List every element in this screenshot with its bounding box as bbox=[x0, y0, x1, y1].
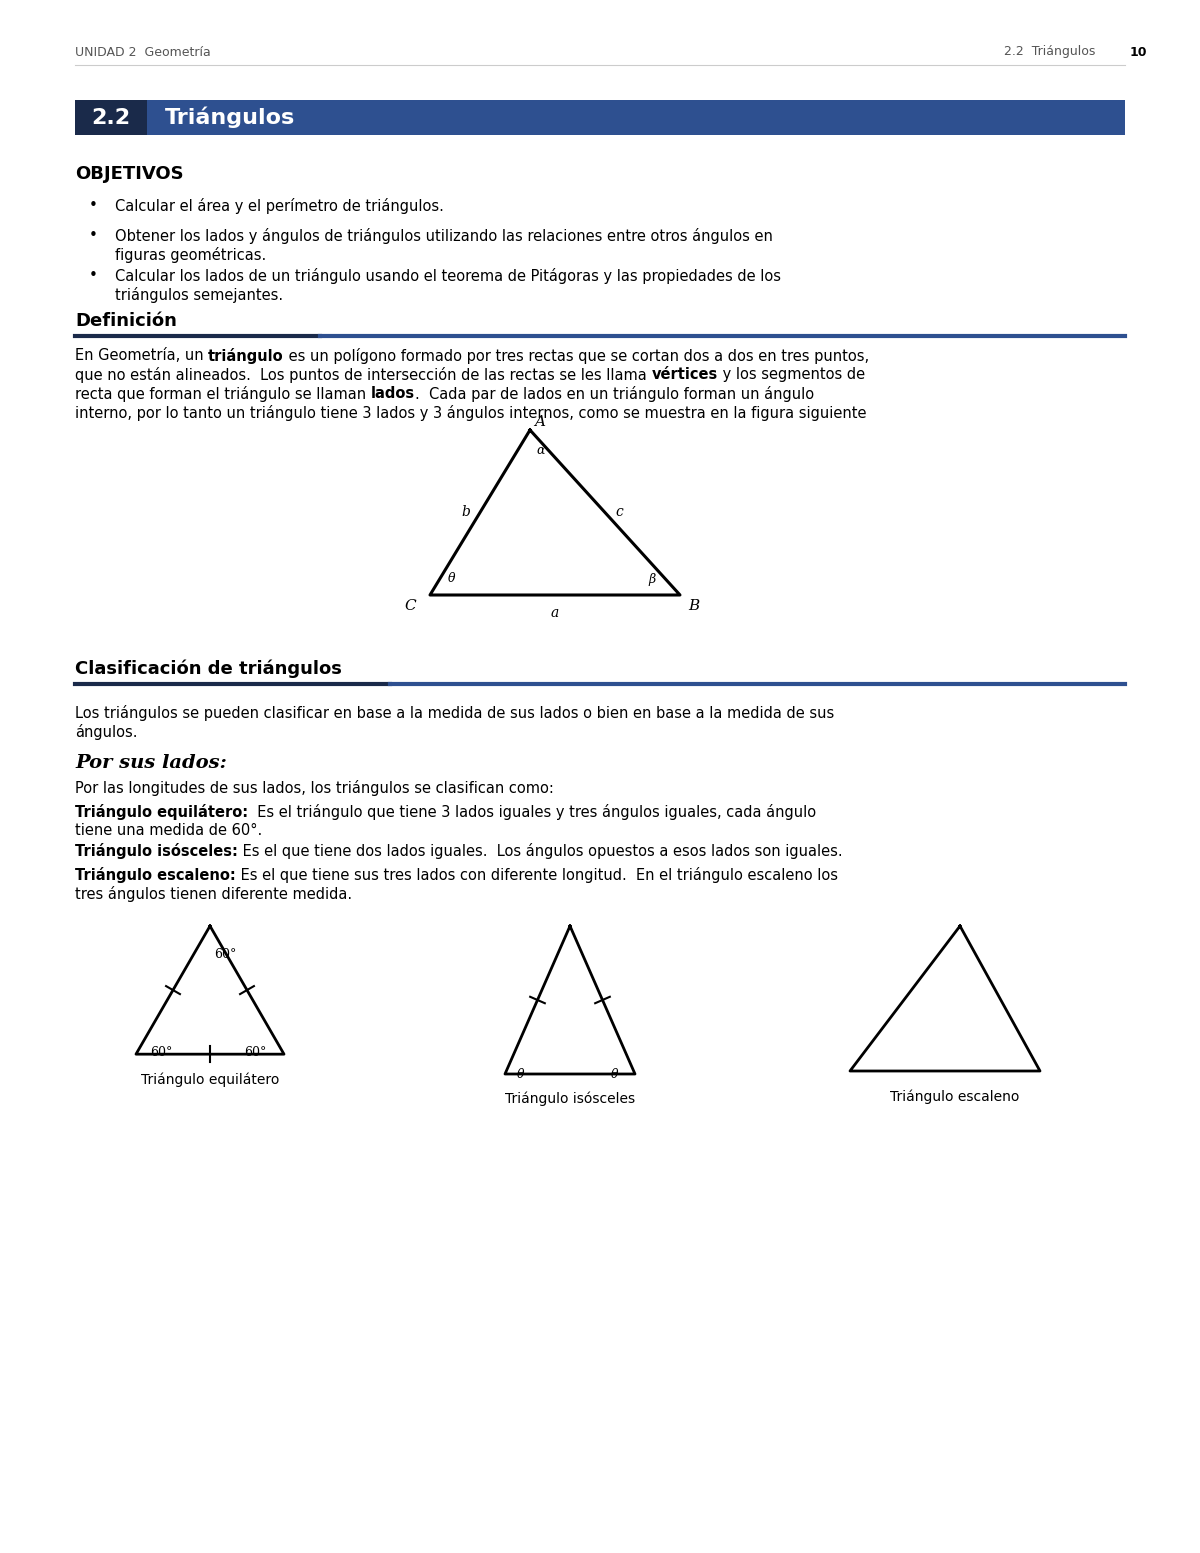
Text: ángulos.: ángulos. bbox=[74, 724, 138, 739]
Text: UNIDAD 2  Geometría: UNIDAD 2 Geometría bbox=[74, 45, 211, 59]
Text: 2.2  Triángulos: 2.2 Triángulos bbox=[1003, 45, 1096, 59]
Text: A: A bbox=[534, 415, 545, 429]
Text: y los segmentos de: y los segmentos de bbox=[718, 367, 865, 382]
Text: θ: θ bbox=[517, 1068, 524, 1081]
Text: α: α bbox=[536, 444, 545, 457]
Text: Triángulo equilátero: Triángulo equilátero bbox=[140, 1072, 280, 1087]
Text: En Geometría, un: En Geometría, un bbox=[74, 348, 209, 363]
Bar bbox=[74, 99, 148, 135]
Text: Es el triángulo que tiene 3 lados iguales y tres ángulos iguales, cada ángulo: Es el triángulo que tiene 3 lados iguale… bbox=[248, 804, 816, 820]
Text: .  Cada par de lados en un triángulo forman un ángulo: . Cada par de lados en un triángulo form… bbox=[415, 387, 814, 402]
Text: Definición: Definición bbox=[74, 312, 176, 329]
Text: recta que forman el triángulo se llaman: recta que forman el triángulo se llaman bbox=[74, 387, 371, 402]
Text: Triángulo escaleno: Triángulo escaleno bbox=[890, 1089, 1020, 1104]
Text: β: β bbox=[648, 573, 655, 585]
Text: Es el que tiene dos lados iguales.  Los ángulos opuestos a esos lados son iguale: Es el que tiene dos lados iguales. Los á… bbox=[238, 843, 842, 859]
Text: 60°: 60° bbox=[150, 1047, 173, 1059]
Text: Calcular el área y el perímetro de triángulos.: Calcular el área y el perímetro de trián… bbox=[115, 197, 444, 214]
Text: b: b bbox=[462, 505, 470, 520]
Text: 60°: 60° bbox=[244, 1047, 266, 1059]
Text: θ: θ bbox=[611, 1068, 618, 1081]
Text: Triángulo escaleno:: Triángulo escaleno: bbox=[74, 867, 235, 884]
Text: triángulos semejantes.: triángulos semejantes. bbox=[115, 287, 283, 303]
Bar bbox=[148, 99, 1126, 135]
Text: 10: 10 bbox=[1130, 45, 1147, 59]
Text: •: • bbox=[89, 228, 97, 242]
Text: Triángulos: Triángulos bbox=[166, 107, 295, 129]
Text: triángulo: triángulo bbox=[209, 348, 284, 363]
Text: figuras geométricas.: figuras geométricas. bbox=[115, 247, 266, 262]
Text: Por sus lados:: Por sus lados: bbox=[74, 755, 227, 772]
Text: Calcular los lados de un triángulo usando el teorema de Pitágoras y las propieda: Calcular los lados de un triángulo usand… bbox=[115, 269, 781, 284]
Text: c: c bbox=[616, 505, 623, 520]
Text: interno, por lo tanto un triángulo tiene 3 lados y 3 ángulos internos, como se m: interno, por lo tanto un triángulo tiene… bbox=[74, 405, 866, 421]
Text: 60°: 60° bbox=[214, 947, 236, 961]
Text: es un polígono formado por tres rectas que se cortan dos a dos en tres puntos,: es un polígono formado por tres rectas q… bbox=[284, 348, 869, 363]
Text: tres ángulos tienen diferente medida.: tres ángulos tienen diferente medida. bbox=[74, 887, 352, 902]
Text: Triángulo equilátero:: Triángulo equilátero: bbox=[74, 804, 248, 820]
Text: Triángulo isósceles:: Triángulo isósceles: bbox=[74, 843, 238, 859]
Text: B: B bbox=[688, 599, 700, 613]
Text: a: a bbox=[551, 606, 559, 620]
Text: •: • bbox=[89, 269, 97, 283]
Text: Es el que tiene sus tres lados con diferente longitud.  En el triángulo escaleno: Es el que tiene sus tres lados con difer… bbox=[235, 867, 838, 884]
Text: Los triángulos se pueden clasificar en base a la medida de sus lados o bien en b: Los triángulos se pueden clasificar en b… bbox=[74, 705, 834, 721]
Text: Obtener los lados y ángulos de triángulos utilizando las relaciones entre otros : Obtener los lados y ángulos de triángulo… bbox=[115, 228, 773, 244]
Text: lados: lados bbox=[371, 387, 415, 401]
Text: •: • bbox=[89, 197, 97, 213]
Text: C: C bbox=[404, 599, 416, 613]
Text: que no están alineados.  Los puntos de intersección de las rectas se les llama: que no están alineados. Los puntos de in… bbox=[74, 367, 652, 384]
Text: OBJETIVOS: OBJETIVOS bbox=[74, 165, 184, 183]
Text: vértices: vértices bbox=[652, 367, 718, 382]
Text: Clasificación de triángulos: Clasificación de triángulos bbox=[74, 660, 342, 679]
Text: Por las longitudes de sus lados, los triángulos se clasifican como:: Por las longitudes de sus lados, los tri… bbox=[74, 780, 554, 797]
Text: Triángulo isósceles: Triángulo isósceles bbox=[505, 1092, 635, 1106]
Text: 2.2: 2.2 bbox=[91, 107, 131, 127]
Text: θ: θ bbox=[448, 573, 456, 585]
Text: tiene una medida de 60°.: tiene una medida de 60°. bbox=[74, 823, 263, 839]
